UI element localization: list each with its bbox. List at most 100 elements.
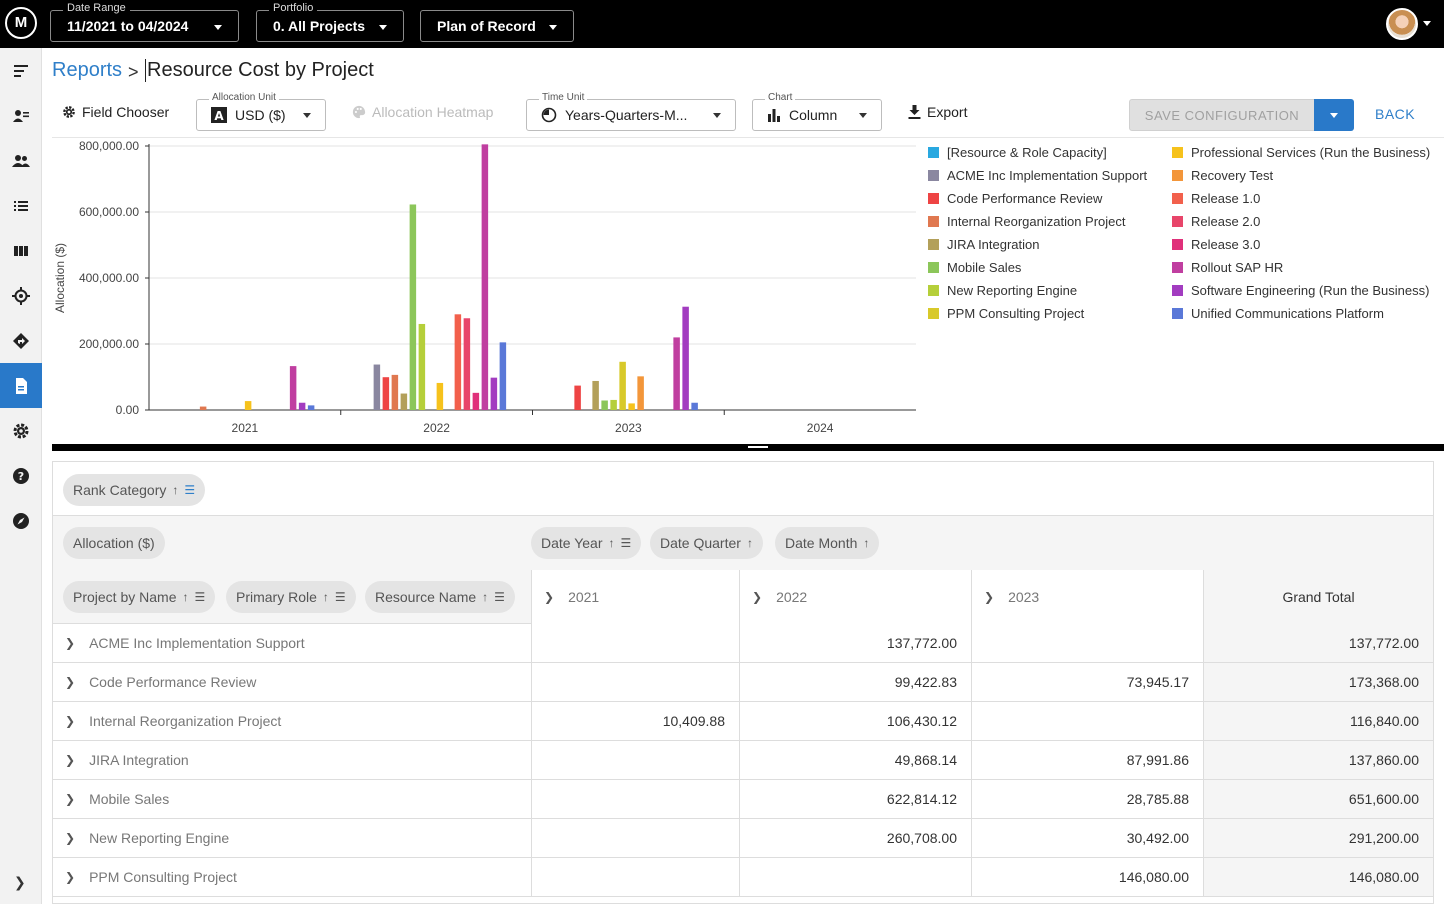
- sort-asc-icon[interactable]: ↑: [608, 536, 615, 550]
- legend-item[interactable]: Software Engineering (Run the Business): [1172, 283, 1429, 298]
- back-button[interactable]: BACK: [1375, 106, 1416, 122]
- filter-icon[interactable]: ☰: [334, 590, 346, 604]
- sidebar-board-icon[interactable]: [0, 228, 42, 273]
- legend-item[interactable]: New Reporting Engine: [928, 283, 1077, 298]
- export-button[interactable]: Export: [908, 104, 967, 120]
- filter-icon[interactable]: ☰: [194, 590, 206, 604]
- plan-select[interactable]: Plan of Record: [420, 10, 574, 42]
- legend-item[interactable]: Unified Communications Platform: [1172, 306, 1384, 321]
- cell-2021[interactable]: [531, 741, 739, 779]
- user-avatar[interactable]: [1386, 8, 1418, 40]
- cell-2022[interactable]: 260,708.00: [739, 819, 971, 857]
- sidebar-target-icon[interactable]: [0, 273, 42, 318]
- cell-grand-total[interactable]: 291,200.00: [1203, 819, 1433, 857]
- date-range-select[interactable]: Date Range 11/2021 to 04/2024: [50, 2, 239, 42]
- legend-item[interactable]: ACME Inc Implementation Support: [928, 168, 1147, 183]
- column-header-2021[interactable]: ❯ 2021: [531, 570, 739, 624]
- cell-2023[interactable]: [971, 702, 1203, 740]
- primary-role-chip[interactable]: Primary Role ↑ ☰: [226, 581, 356, 613]
- cell-2022[interactable]: 106,430.12: [739, 702, 971, 740]
- legend-item[interactable]: Professional Services (Run the Business): [1172, 145, 1430, 160]
- row-header[interactable]: ❯ JIRA Integration: [53, 741, 531, 779]
- resource-name-chip[interactable]: Resource Name ↑ ☰: [365, 581, 515, 613]
- chevron-right-icon[interactable]: ❯: [65, 831, 76, 845]
- cell-2021[interactable]: 10,409.88: [531, 702, 739, 740]
- sidebar-compass-icon[interactable]: [0, 498, 42, 543]
- cell-2021[interactable]: [531, 780, 739, 818]
- cell-2022[interactable]: [739, 858, 971, 896]
- chart-type-select[interactable]: Chart Column: [752, 92, 882, 131]
- field-chooser-button[interactable]: Field Chooser: [62, 104, 169, 120]
- sidebar-people-icon[interactable]: [0, 138, 42, 183]
- legend-item[interactable]: Recovery Test: [1172, 168, 1273, 183]
- cell-2023[interactable]: [971, 624, 1203, 662]
- save-options-dropdown[interactable]: [1314, 99, 1354, 131]
- sort-asc-icon[interactable]: ↑: [863, 536, 870, 550]
- sort-asc-icon[interactable]: ↑: [746, 536, 753, 550]
- cell-2023[interactable]: 73,945.17: [971, 663, 1203, 701]
- chevron-right-icon[interactable]: ❯: [65, 714, 76, 728]
- sidebar-expand-chevron-icon[interactable]: ❯: [14, 874, 26, 890]
- sidebar-roadmap-icon[interactable]: [0, 318, 42, 363]
- cell-2021[interactable]: [531, 858, 739, 896]
- cell-2023[interactable]: 146,080.00: [971, 858, 1203, 896]
- date-quarter-chip[interactable]: Date Quarter ↑: [650, 527, 763, 559]
- save-configuration-button[interactable]: SAVE CONFIGURATION: [1129, 99, 1315, 131]
- legend-item[interactable]: PPM Consulting Project: [928, 306, 1084, 321]
- cell-2021[interactable]: [531, 663, 739, 701]
- cell-grand-total[interactable]: 146,080.00: [1203, 858, 1433, 896]
- portfolio-select[interactable]: Portfolio 0. All Projects: [256, 2, 404, 42]
- row-header[interactable]: ❯ PPM Consulting Project: [53, 858, 531, 896]
- cell-grand-total[interactable]: 116,840.00: [1203, 702, 1433, 740]
- cell-grand-total[interactable]: 137,860.00: [1203, 741, 1433, 779]
- legend-item[interactable]: Code Performance Review: [928, 191, 1102, 206]
- app-logo[interactable]: M: [5, 7, 37, 39]
- row-header[interactable]: ❯ Code Performance Review: [53, 663, 531, 701]
- column-header-2023[interactable]: ❯ 2023: [971, 570, 1203, 624]
- sort-asc-icon[interactable]: ↑: [172, 483, 179, 497]
- legend-item[interactable]: Release 3.0: [1172, 237, 1260, 252]
- sidebar-help-icon[interactable]: ?: [0, 453, 42, 498]
- cell-grand-total[interactable]: 137,772.00: [1203, 624, 1433, 662]
- sidebar-resource-icon[interactable]: [0, 93, 42, 138]
- cell-2022[interactable]: 622,814.12: [739, 780, 971, 818]
- cell-grand-total[interactable]: 173,368.00: [1203, 663, 1433, 701]
- sidebar-menu-icon[interactable]: [0, 48, 42, 93]
- row-header[interactable]: ❯ Mobile Sales: [53, 780, 531, 818]
- cell-2022[interactable]: 137,772.00: [739, 624, 971, 662]
- user-menu-caret-icon[interactable]: [1423, 21, 1431, 26]
- sort-asc-icon[interactable]: ↑: [182, 590, 189, 604]
- chevron-right-icon[interactable]: ❯: [544, 590, 555, 604]
- legend-item[interactable]: Release 2.0: [1172, 214, 1260, 229]
- rank-category-chip[interactable]: Rank Category ↑ ☰: [63, 474, 206, 506]
- chevron-right-icon[interactable]: ❯: [752, 590, 763, 604]
- filter-icon[interactable]: ☰: [620, 536, 632, 550]
- legend-item[interactable]: Rollout SAP HR: [1172, 260, 1283, 275]
- row-header[interactable]: ❯ Internal Reorganization Project: [53, 702, 531, 740]
- splitter-handle[interactable]: [748, 446, 768, 448]
- cell-2021[interactable]: [531, 819, 739, 857]
- sort-asc-icon[interactable]: ↑: [482, 590, 489, 604]
- cell-2023[interactable]: 30,492.00: [971, 819, 1203, 857]
- legend-item[interactable]: JIRA Integration: [928, 237, 1040, 252]
- chevron-right-icon[interactable]: ❯: [65, 792, 76, 806]
- time-unit-select[interactable]: Time Unit Years-Quarters-M...: [526, 92, 736, 131]
- legend-item[interactable]: Internal Reorganization Project: [928, 214, 1126, 229]
- filter-icon[interactable]: ☰: [184, 483, 196, 497]
- date-month-chip[interactable]: Date Month ↑: [775, 527, 880, 559]
- chevron-right-icon[interactable]: ❯: [65, 636, 76, 650]
- allocation-heatmap-button[interactable]: Allocation Heatmap: [352, 104, 493, 120]
- sidebar-list-icon[interactable]: [0, 183, 42, 228]
- allocation-data-chip[interactable]: Allocation ($): [63, 527, 165, 559]
- row-header[interactable]: ❯ New Reporting Engine: [53, 819, 531, 857]
- chevron-right-icon[interactable]: ❯: [65, 753, 76, 767]
- legend-item[interactable]: Mobile Sales: [928, 260, 1021, 275]
- legend-item[interactable]: Release 1.0: [1172, 191, 1260, 206]
- cell-2022[interactable]: 49,868.14: [739, 741, 971, 779]
- row-header[interactable]: ❯ ACME Inc Implementation Support: [53, 624, 531, 662]
- chevron-right-icon[interactable]: ❯: [984, 590, 995, 604]
- cell-grand-total[interactable]: 651,600.00: [1203, 780, 1433, 818]
- chevron-right-icon[interactable]: ❯: [65, 675, 76, 689]
- cell-2022[interactable]: 99,422.83: [739, 663, 971, 701]
- legend-item[interactable]: [Resource & Role Capacity]: [928, 145, 1107, 160]
